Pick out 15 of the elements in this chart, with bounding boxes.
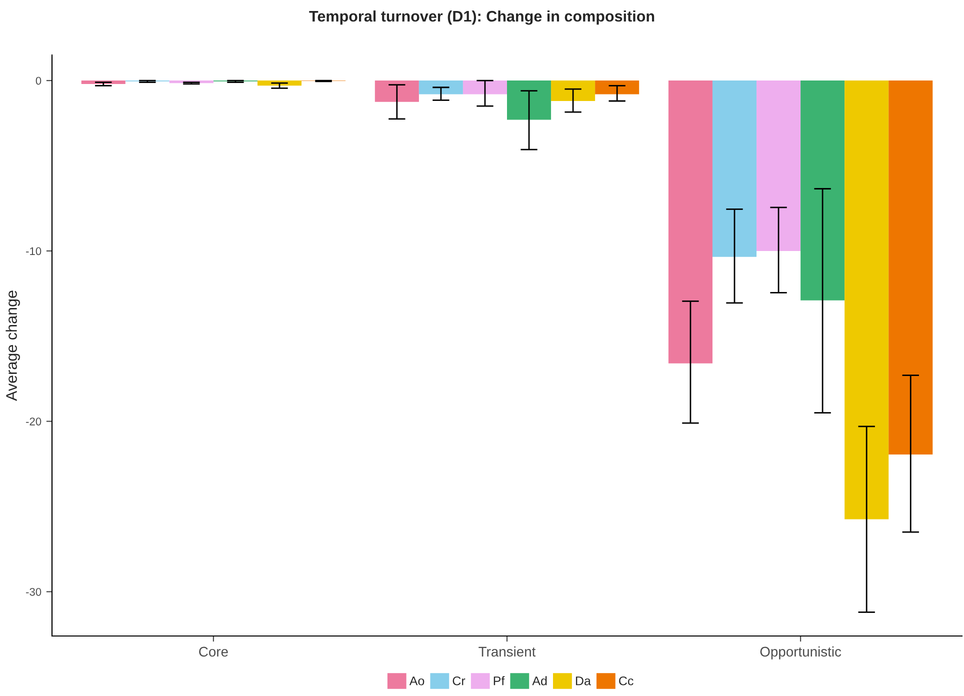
- y-tick-label: -30: [26, 588, 42, 596]
- chart-title: Temporal turnover (D1): Change in composition: [309, 10, 654, 25]
- y-tick-label: -10: [26, 247, 42, 256]
- x-tick-label: Transient: [478, 646, 536, 657]
- legend-label: Cc: [619, 676, 634, 686]
- x-tick-label: Core: [199, 646, 228, 657]
- y-axis-title: Average change: [6, 290, 20, 401]
- y-tick-label: 0: [36, 76, 42, 85]
- y-tick-label: -20: [26, 418, 42, 426]
- legend-label: Ao: [409, 676, 424, 686]
- legend-label: Pf: [494, 676, 505, 686]
- legend-label: Cr: [452, 676, 466, 686]
- legend-label: Ad: [532, 676, 547, 686]
- legend-label: Da: [576, 676, 591, 686]
- x-tick-label: Opportunistic: [760, 646, 842, 660]
